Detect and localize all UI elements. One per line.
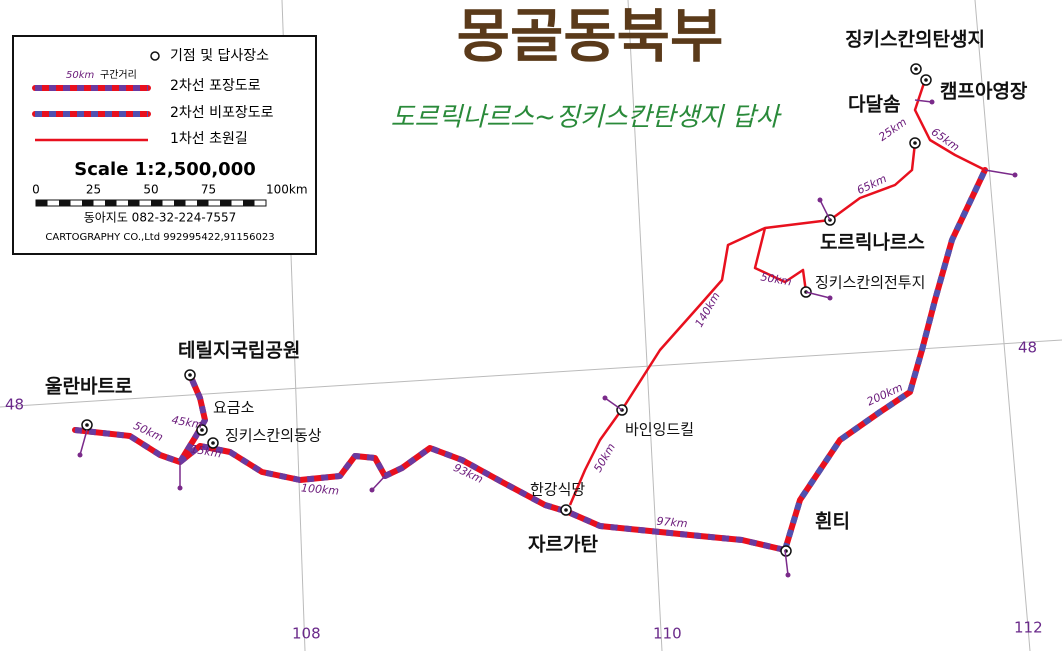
scale-ticks: 0 25 50 75 100km xyxy=(32,183,307,197)
pin-head xyxy=(369,487,375,493)
meridian xyxy=(974,0,1031,651)
pin-head xyxy=(602,395,608,401)
grid-label: 110 xyxy=(653,625,682,643)
legend-start: 기점 및 답사장소 xyxy=(170,48,269,64)
scale-tick-label: 50 xyxy=(143,183,158,197)
legend-marker xyxy=(150,51,160,61)
place-label: 흰티 xyxy=(815,511,850,533)
legend-distance-label: 구간거리 xyxy=(100,69,137,81)
pin xyxy=(805,291,831,299)
place-label: 캠프아영장 xyxy=(940,81,1028,103)
distance-label: 25km xyxy=(876,115,909,143)
grid-label: 112 xyxy=(1014,619,1043,637)
scale-tick-label: 0 xyxy=(32,183,40,197)
legend-unpaved-label: 2차선 비포장도로 xyxy=(170,105,274,121)
grid-label: 48 xyxy=(1018,339,1037,357)
company: CARTOGRAPHY CO.,Ltd 992995422,91156023 xyxy=(45,232,274,243)
legend: 기점 및 답사장소 50km 구간거리 2차선 포장도로 2차선 비포장도로 1… xyxy=(12,35,317,255)
place-label: 요금소 xyxy=(213,399,255,417)
place-label: 징키스칸의탄생지 xyxy=(845,29,985,51)
unpaved-road-stripe xyxy=(782,168,988,551)
place-dot xyxy=(924,78,928,82)
grid-label: 48 xyxy=(5,396,24,414)
legend-distance: 50km xyxy=(66,70,95,81)
pin-head xyxy=(1012,172,1018,178)
legend-box xyxy=(12,35,317,255)
place-dot xyxy=(85,423,89,427)
place-dot xyxy=(913,141,917,145)
distance-label: 45km xyxy=(171,413,204,431)
place-label: 도르릭나르스 xyxy=(820,232,925,254)
scale-tick-label: 100km xyxy=(266,183,308,197)
place-label: 다달솜 xyxy=(848,94,900,116)
steppe-road xyxy=(568,79,986,506)
pin-head xyxy=(817,197,823,203)
map-subtitle: 도르릭나르스~징키스칸탄생지 답사 xyxy=(391,103,783,133)
place-label: 징키스칸의전투지 xyxy=(815,274,925,292)
pin xyxy=(371,475,386,491)
distance-label: 100km xyxy=(301,481,340,497)
pin-head xyxy=(929,99,935,105)
pin xyxy=(604,397,623,411)
place-label: 징키스칸의동상 xyxy=(225,427,322,445)
meridian xyxy=(627,0,663,651)
map-title: 몽골동북부 xyxy=(457,2,724,70)
pin-head xyxy=(77,452,83,458)
distance-label: 15km xyxy=(190,442,223,460)
grid-label: 108 xyxy=(292,625,321,643)
pin xyxy=(784,549,789,576)
distance-label: 50km xyxy=(591,441,618,474)
legend-paved-label: 2차선 포장도로 xyxy=(170,78,261,94)
parallel xyxy=(0,339,1062,408)
pin-head xyxy=(827,295,833,301)
place-label: 테릴지국립공원 xyxy=(178,340,300,362)
place-dot xyxy=(914,67,918,71)
place-dot xyxy=(564,508,568,512)
pin xyxy=(819,199,831,221)
distance-label: 200km xyxy=(865,381,905,409)
pin xyxy=(984,169,1016,176)
place-label: 바인잉드킬 xyxy=(625,421,694,439)
distance-label: 50km xyxy=(760,270,793,288)
distance-label: 97km xyxy=(656,515,688,531)
labels: 징키스칸의탄생지캠프아영장다달솜도르릭나르스징키스칸의전투지바인잉드킬한강식당자… xyxy=(5,29,1043,643)
place-dot xyxy=(200,428,204,432)
place-label: 울란바트로 xyxy=(45,376,132,398)
scale-tick-label: 25 xyxy=(86,183,101,197)
pin xyxy=(79,429,88,456)
pin xyxy=(914,99,933,103)
pin-head xyxy=(177,485,183,491)
pin-head xyxy=(785,572,791,578)
place-label: 자르가탄 xyxy=(528,534,598,556)
publisher: 동아지도 082-32-224-7557 xyxy=(84,211,237,225)
place-label: 한강식당 xyxy=(530,481,585,499)
scale-title: Scale 1:2,500,000 xyxy=(74,159,256,180)
legend-steppe-label: 1차선 초원길 xyxy=(170,131,248,147)
place-dot xyxy=(188,373,192,377)
scale-tick-label: 75 xyxy=(201,183,216,197)
place-dot xyxy=(211,441,215,445)
